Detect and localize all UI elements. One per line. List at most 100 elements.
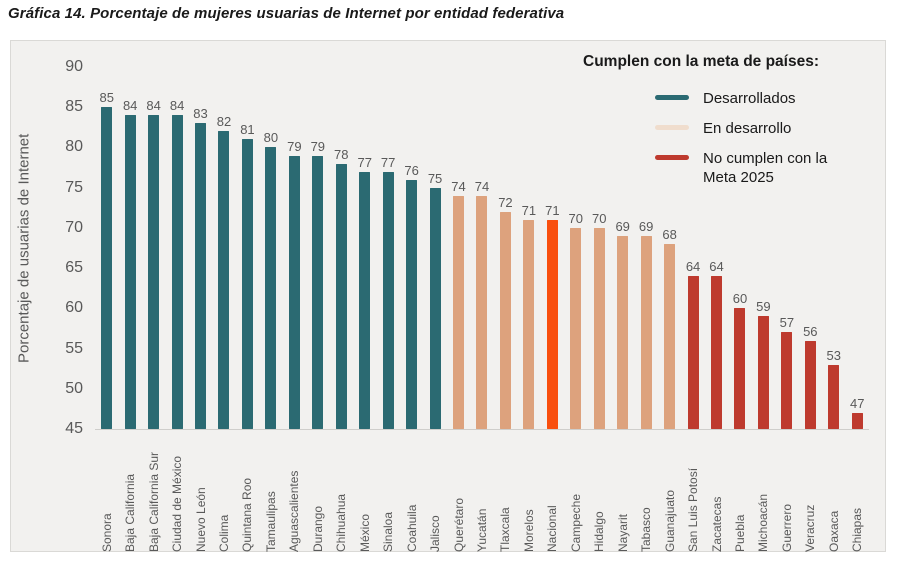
bar-value-label: 59 [756, 299, 771, 315]
bar-Puebla [734, 308, 746, 429]
bar-Aguascalientes [288, 155, 300, 429]
bar-value-label: 79 [287, 138, 302, 154]
bar-slot: 57 [775, 67, 798, 429]
bar-value-label: 71 [521, 202, 537, 218]
x-label-slot: Oaxaca [822, 432, 845, 552]
chart-container: Porcentaje de usuarias de Internet 90 85 8… [10, 40, 886, 552]
x-label-slot: Yucatán [470, 432, 493, 552]
bar-value-label: 68 [662, 226, 677, 242]
x-axis-category-label: Veracruz [803, 504, 818, 552]
x-label-slot: Nacional [541, 432, 564, 552]
bar-Sonora [101, 107, 113, 429]
x-label-slot: Guanajuato [658, 432, 681, 552]
x-label-slot: Aguascalientes [283, 432, 306, 552]
x-label-slot: Veracruz [799, 432, 822, 552]
bar-Yucatán [476, 195, 488, 429]
bar-value-label: 69 [615, 218, 630, 234]
bar-slot: 84 [142, 67, 165, 429]
x-label-slot: Querétaro [447, 432, 470, 552]
bar-slot: 85 [95, 67, 118, 429]
bar-value-label: 53 [826, 347, 841, 363]
x-label-slot: Chiapas [846, 432, 869, 552]
x-label-slot: Quintana Roo [236, 432, 259, 552]
x-label-slot: México [353, 432, 376, 552]
x-axis-category-label: Colima [216, 514, 231, 552]
bar-slot: 47 [846, 67, 869, 429]
bar-value-label: 78 [334, 146, 349, 162]
x-axis-category-label: Sonora [99, 513, 114, 552]
bar-slot: 78 [330, 67, 353, 429]
y-tick-label: 70 [65, 218, 83, 236]
bar-slot: 69 [634, 67, 657, 429]
x-label-slot: Nuevo León [189, 432, 212, 552]
bar-slot: 68 [658, 67, 681, 429]
bar-slot: 59 [752, 67, 775, 429]
x-label-slot: Nayarit [611, 432, 634, 552]
legend-items: Desarrollados En desarrollo No cumplen con… [583, 89, 873, 187]
legend-item: No cumplen con la Meta 2025 [655, 149, 873, 187]
bar-value-label: 84 [169, 98, 185, 114]
x-label-slot: Guerrero [775, 432, 798, 552]
bar-value-label: 64 [709, 259, 724, 275]
bar-Michoacán [757, 316, 769, 429]
bar-value-label: 74 [451, 178, 466, 194]
x-axis-category-label: Quintana Roo [240, 477, 255, 552]
legend-item-label: En desarrollo [703, 120, 792, 137]
y-tick-label: 55 [65, 339, 83, 357]
bar-value-label: 79 [310, 138, 326, 154]
bar-slot: 69 [611, 67, 634, 429]
x-axis-category-label: Sinaloa [381, 511, 396, 552]
bar-slot: 77 [353, 67, 376, 429]
bar-slot: 53 [822, 67, 845, 429]
legend-item: En desarrollo [655, 119, 873, 138]
x-label-slot: Durango [306, 432, 329, 552]
x-label-slot: Tlaxcala [494, 432, 517, 552]
legend-item: Desarrollados [655, 89, 873, 108]
x-axis-category-label: Querétaro [451, 497, 466, 552]
bar-slot: 79 [283, 67, 306, 429]
bar-Tamaulipas [265, 147, 277, 429]
bar-value-label: 77 [357, 154, 372, 170]
bar-value-label: 80 [263, 130, 279, 146]
bar-value-label: 70 [568, 210, 584, 226]
x-label-slot: Campeche [564, 432, 587, 552]
bar-value-label: 84 [146, 98, 161, 114]
bar-slot: 72 [494, 67, 517, 429]
bar-Jalisco [429, 187, 441, 429]
bar-Campeche [570, 227, 582, 429]
bar-Colima [218, 131, 230, 429]
bar-Zacatecas [711, 276, 722, 429]
x-axis-category-label: Campeche [568, 493, 583, 552]
x-axis-category-label: Nayarit [615, 513, 630, 552]
bar-Chihuahua [335, 163, 347, 429]
bar-slot: 74 [470, 67, 493, 429]
x-axis-category-label: Chihuahua [334, 493, 349, 552]
x-label-slot: Tabasco [634, 432, 657, 552]
bar-slot: 70 [564, 67, 587, 429]
x-label-slot: Sinaloa [376, 432, 399, 552]
bar-San Luis Potosí [687, 276, 699, 429]
legend-item-label: Desarrollados [703, 90, 796, 107]
x-label-slot: Sonora [95, 432, 118, 552]
bar-slot: 83 [189, 67, 212, 429]
x-axis-category-label: Guanajuato [662, 489, 677, 552]
legend-title: Cumplen con la meta de países: [583, 53, 820, 70]
x-axis-category-label: Nuevo León [193, 487, 208, 552]
legend-swatch [655, 155, 689, 160]
bar-value-label: 64 [685, 259, 701, 275]
y-tick-label: 80 [65, 138, 83, 156]
x-label-slot: Chihuahua [330, 432, 353, 552]
x-axis-category-label: Baja California [123, 473, 138, 552]
bar-value-label: 85 [99, 90, 114, 106]
x-axis-category-label: Guerrero [779, 503, 794, 552]
bar-value-label: 84 [122, 98, 138, 114]
x-label-slot: Zacatecas [705, 432, 728, 552]
y-axis-title: Porcentaje de usuarias de Internet [15, 133, 33, 363]
bar-Ciudad de México [171, 115, 183, 429]
bar-value-label: 72 [498, 194, 513, 210]
figure-title: Gráfica 14. Porcentaje de mujeres usuari… [8, 5, 565, 22]
bar-Nuevo León [195, 123, 207, 429]
bar-value-label: 83 [193, 106, 208, 122]
x-label-slot: Jalisco [423, 432, 446, 552]
bar-slot: 64 [705, 67, 728, 429]
